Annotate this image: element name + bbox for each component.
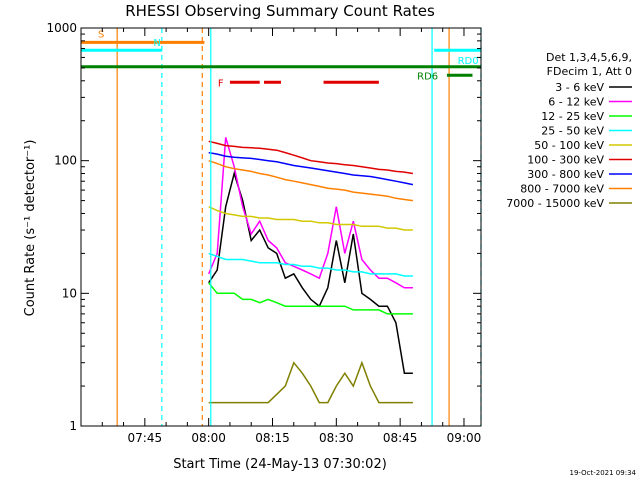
state-bar-label-1: N <box>153 38 160 49</box>
series-line-8 <box>208 360 413 404</box>
chart-title: RHESSI Observing Summary Count Rates <box>125 2 435 20</box>
legend-label-8: 7000 - 15000 keV <box>506 197 604 210</box>
series-line-1 <box>208 137 413 289</box>
x-tick-label-3: 08:30 <box>319 431 354 445</box>
x-tick-label-2: 08:15 <box>255 431 290 445</box>
y-axis-label: Count Rate (s⁻¹ detector⁻¹) <box>23 140 38 317</box>
series-line-6 <box>208 151 414 186</box>
state-bar-label-3: RD6 <box>417 71 438 82</box>
series-line-2 <box>208 282 413 315</box>
legend-label-2: 12 - 25 keV <box>541 110 604 123</box>
y-tick-label-2: 100 <box>54 154 77 168</box>
x-tick-label-0: 07:45 <box>128 431 163 445</box>
state-bar-label-0: S <box>98 29 104 40</box>
series-line-5 <box>208 140 414 175</box>
plot-frame <box>80 27 482 427</box>
legend-label-4: 50 - 100 keV <box>534 139 604 152</box>
series-line-0 <box>208 170 413 374</box>
legend-label-0: 3 - 6 keV <box>555 81 604 94</box>
legend-header-line-1: Det 1,3,4,5,6,9, <box>546 51 632 64</box>
legend-label-3: 25 - 50 keV <box>541 125 604 138</box>
legend-label-1: 6 - 12 keV <box>548 96 604 109</box>
state-bar-label-2: RD0 <box>458 56 479 67</box>
legend: Det 1,3,4,5,6,9, FDecim 1, Att 0 3 - 6 k… <box>506 51 632 210</box>
x-tick-label-1: 08:00 <box>191 431 226 445</box>
x-axis-label: Start Time (24-May-13 07:30:02) <box>173 457 387 472</box>
x-tick-label-4: 08:45 <box>383 431 418 445</box>
legend-label-5: 100 - 300 keV <box>527 154 604 167</box>
y-tick-label-3: 1000 <box>46 21 77 35</box>
generation-timestamp: 19-Oct-2021 09:34 <box>570 469 637 477</box>
x-tick-label-5: 09:00 <box>447 431 482 445</box>
series-line-4 <box>208 206 413 231</box>
legend-header-line-2: FDecim 1, Att 0 <box>547 65 632 78</box>
series-line-3 <box>208 252 413 277</box>
flare-label: F <box>218 78 224 89</box>
overlay-layer: F S N RD0 RD6 <box>81 28 482 426</box>
legend-label-6: 300 - 800 keV <box>527 168 604 181</box>
legend-label-7: 800 - 7000 keV <box>520 183 604 196</box>
y-tick-label-0: 1 <box>69 419 77 433</box>
series-layer <box>208 137 414 404</box>
axis-layer: 07:45 08:00 08:15 08:30 08:45 09:00 1 10 100 1000 <box>46 21 481 445</box>
y-tick-label-1: 10 <box>62 286 77 300</box>
series-line-7 <box>208 159 413 202</box>
